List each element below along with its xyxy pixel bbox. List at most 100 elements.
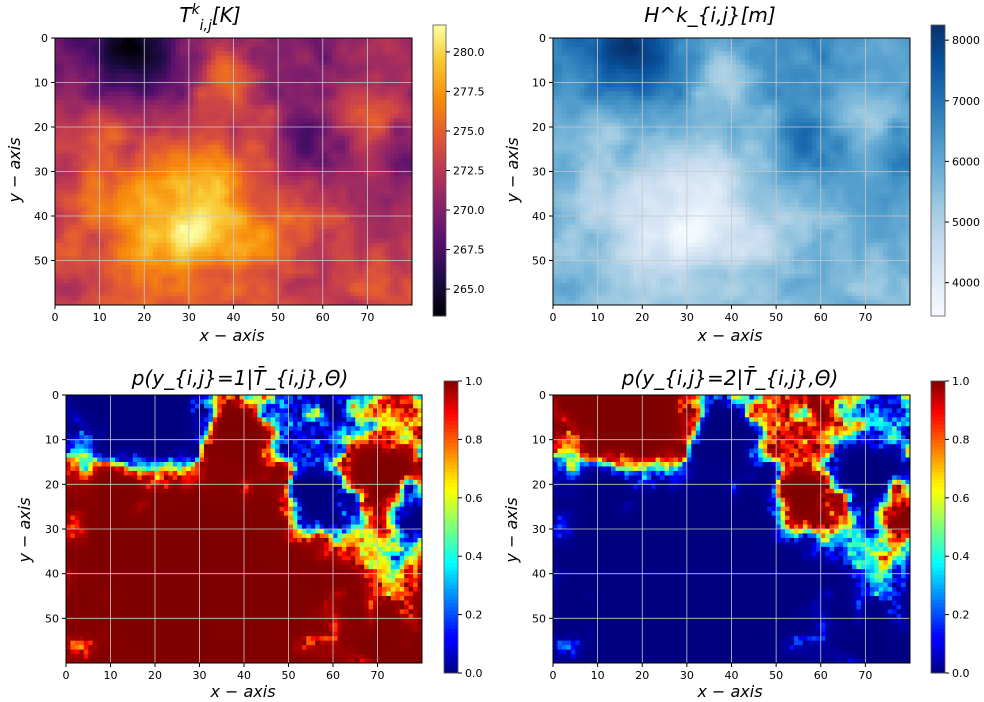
heatmap-cell [278, 158, 283, 163]
heatmap-cell [202, 274, 207, 279]
heatmap-cell [238, 176, 243, 181]
heatmap-cell [167, 60, 172, 65]
heatmap-cell [202, 194, 207, 199]
heatmap-cell [390, 87, 395, 92]
heatmap-cell [77, 158, 82, 163]
heatmap-cell [216, 180, 221, 185]
heatmap-cell [175, 105, 180, 110]
heatmap-cell [247, 69, 252, 74]
heatmap-cell [158, 163, 163, 168]
heatmap-cell [372, 180, 377, 185]
heatmap-cell [332, 56, 337, 61]
heatmap-cell [292, 105, 297, 110]
heatmap-cell [220, 105, 225, 110]
heatmap-cell [211, 131, 216, 136]
heatmap-cell [216, 140, 221, 145]
heatmap-cell [211, 56, 216, 61]
heatmap-cell [283, 189, 288, 194]
heatmap-cell [571, 38, 576, 43]
heatmap-cell [207, 127, 212, 132]
heatmap-cell [193, 287, 198, 292]
heatmap-cell [323, 163, 328, 168]
heatmap-cell [381, 216, 386, 221]
heatmap-cell [68, 51, 73, 56]
heatmap-cell [354, 87, 359, 92]
heatmap-cell [390, 127, 395, 132]
heatmap-cell [385, 198, 390, 203]
heatmap-cell [399, 216, 404, 221]
heatmap-cell [167, 131, 172, 136]
heatmap-cell [350, 172, 355, 177]
heatmap-cell [394, 216, 399, 221]
heatmap-cell [242, 180, 247, 185]
heatmap-cell [265, 189, 270, 194]
heatmap-cell [216, 261, 221, 266]
heatmap-cell [68, 149, 73, 154]
heatmap-cell [202, 238, 207, 243]
heatmap-cell [234, 149, 239, 154]
heatmap-cell [265, 180, 270, 185]
heatmap-cell [113, 198, 118, 203]
heatmap-cell [300, 234, 305, 239]
heatmap-cell [350, 38, 355, 43]
heatmap-cell [242, 274, 247, 279]
heatmap-cell [314, 189, 319, 194]
heatmap-cell [216, 220, 221, 225]
heatmap-cell [367, 278, 372, 283]
heatmap-cell [77, 140, 82, 145]
heatmap-cell [309, 163, 314, 168]
heatmap-cell [292, 292, 297, 297]
heatmap-cell [394, 131, 399, 136]
heatmap-cell [153, 83, 158, 88]
heatmap-cell [242, 158, 247, 163]
heatmap-cell [269, 114, 274, 119]
heatmap-cell [82, 265, 87, 270]
heatmap-cell [345, 283, 350, 288]
heatmap-cell [292, 247, 297, 252]
heatmap-cell [100, 42, 105, 47]
heatmap-cell [247, 229, 252, 234]
y-tick-label: 30 [34, 166, 48, 179]
heatmap-cell [175, 176, 180, 181]
heatmap-cell [332, 69, 337, 74]
heatmap-cell [149, 131, 154, 136]
heatmap-cell [193, 83, 198, 88]
heatmap-cell [202, 51, 207, 56]
heatmap-cell [341, 91, 346, 96]
heatmap-cell [153, 96, 158, 101]
heatmap-cell [153, 247, 158, 252]
heatmap-cell [354, 225, 359, 230]
heatmap-cell [376, 96, 381, 101]
heatmap-cell [381, 203, 386, 208]
heatmap-cell [82, 238, 87, 243]
heatmap-cell [300, 269, 305, 274]
heatmap-cell [91, 238, 96, 243]
heatmap-cell [207, 234, 212, 239]
heatmap-cell [332, 229, 337, 234]
heatmap-cell [86, 203, 91, 208]
heatmap-cell [314, 145, 319, 150]
heatmap-cell [332, 185, 337, 190]
heatmap-cell [162, 109, 167, 114]
heatmap-cell [296, 60, 301, 65]
heatmap-cell [86, 83, 91, 88]
heatmap-cell [403, 176, 408, 181]
heatmap-cell [358, 203, 363, 208]
heatmap-cell [376, 269, 381, 274]
heatmap-cell [292, 176, 297, 181]
heatmap-cell [283, 278, 288, 283]
heatmap-cell [202, 163, 207, 168]
heatmap-cell [341, 105, 346, 110]
heatmap-cell [242, 163, 247, 168]
heatmap-cell [153, 87, 158, 92]
heatmap-cell [104, 274, 109, 279]
heatmap-cell [358, 118, 363, 123]
heatmap-cell [207, 96, 212, 101]
heatmap-cell [242, 100, 247, 105]
heatmap-cell [242, 252, 247, 257]
heatmap-cell [385, 96, 390, 101]
heatmap-cell [167, 38, 172, 43]
heatmap-cell [309, 87, 314, 92]
heatmap-cell [202, 47, 207, 52]
heatmap-cell [394, 185, 399, 190]
